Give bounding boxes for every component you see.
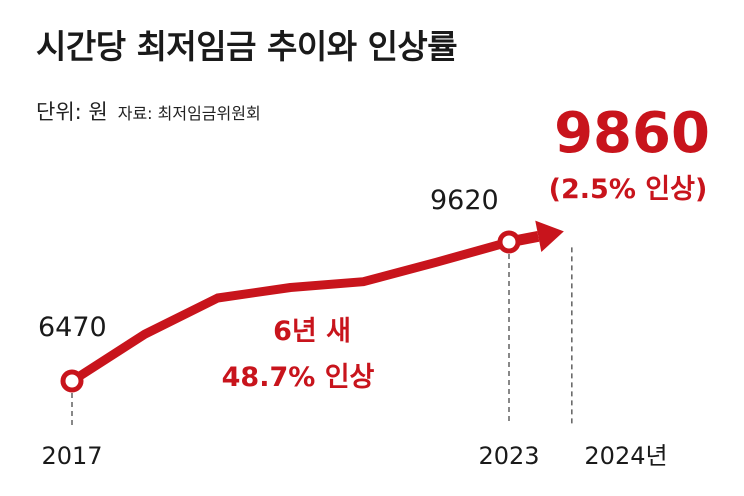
- projection-arrow-head: [535, 220, 564, 253]
- x-tick-label-2017: 2017: [41, 442, 102, 470]
- data-label-end: 9620: [430, 185, 499, 216]
- point-marker-2023: [497, 230, 521, 254]
- point-marker-2017: [60, 369, 84, 393]
- x-tick-label-2023: 2023: [478, 442, 539, 470]
- data-label-start: 6470: [38, 312, 107, 343]
- data-label-projected: 9860: [554, 101, 710, 166]
- x-tick-label-2024: 2024년: [584, 442, 667, 470]
- annotation-period-line2: 48.7% 인상: [222, 362, 375, 393]
- chart-title: 시간당 최저임금 추이와 인상률: [36, 27, 458, 66]
- unit-label: 단위: 원: [36, 100, 108, 124]
- unit-and-source: 단위: 원 자료: 최저임금위원회: [36, 96, 261, 126]
- series-line: [67, 237, 514, 386]
- annotation-projected-rise: (2.5% 인상): [549, 174, 708, 205]
- source-label: 자료: 최저임금위원회: [117, 104, 261, 123]
- annotation-period-line1: 6년 새: [273, 316, 351, 347]
